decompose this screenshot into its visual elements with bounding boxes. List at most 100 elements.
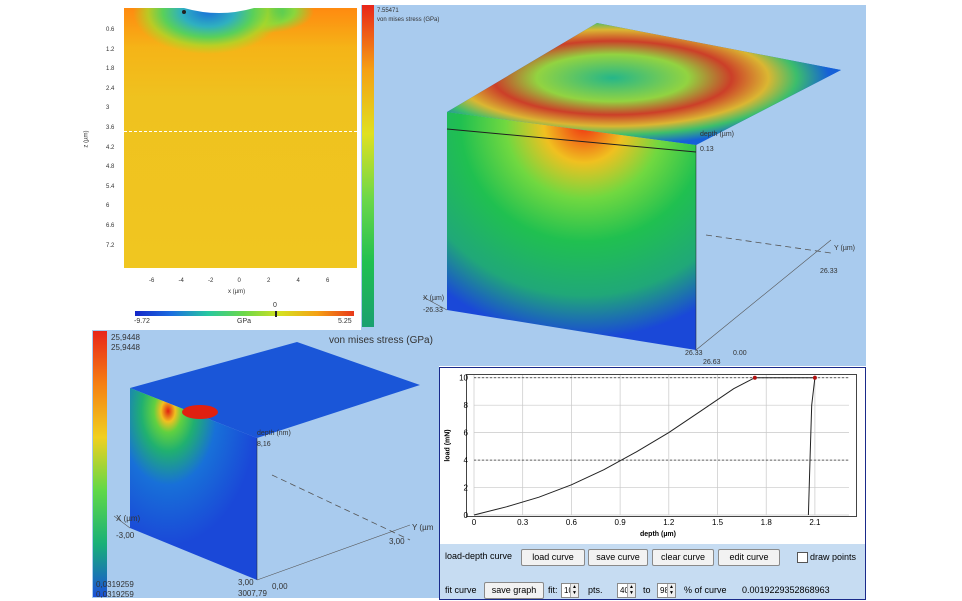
x-tick-label: 6 <box>326 278 330 284</box>
vertical-colorbar <box>362 5 374 327</box>
x-tick-label: 4 <box>296 278 300 284</box>
max-value-label: 7.55471 <box>377 8 399 14</box>
stepper-arrows-icon[interactable]: ▲ ▼ <box>667 584 675 597</box>
z-tick-label: 3.6 <box>106 125 115 131</box>
fit-text: fit: <box>548 585 558 595</box>
x-tick-label: 0.9 <box>615 518 627 527</box>
z-tick-label: 5.4 <box>106 183 115 190</box>
from-percent-value: 40 <box>620 586 629 595</box>
x-tick-label: 0 <box>472 518 477 527</box>
max-value-2: 25,9448 <box>111 343 140 352</box>
colorbar-max: 5.25 <box>338 318 352 325</box>
stepper-arrows-icon[interactable]: ▲ ▼ <box>627 584 635 597</box>
z-tick-label: 0.6 <box>106 27 115 33</box>
load-depth-series-line <box>473 377 816 516</box>
load-depth-plot-area <box>466 374 857 517</box>
depth-value-top: 0.13 <box>700 146 714 153</box>
curve-marker <box>812 375 817 380</box>
stress-3d-bottom-render <box>113 342 420 581</box>
fit-points-stepper[interactable]: 10 ▲ ▼ <box>561 583 579 598</box>
x-tick-label: -4 <box>178 278 184 284</box>
percent-of-curve-text: % of curve <box>684 585 727 595</box>
fit-points-value: 10 <box>564 586 573 595</box>
z-tick-label: 6.6 <box>106 223 115 229</box>
corner-b-bottom: 0,00 <box>272 582 288 591</box>
x-tick-label: -6 <box>149 278 155 284</box>
save-curve-button[interactable]: save curve <box>588 549 648 566</box>
load-depth-chart: 0 0.3 0.6 0.9 1.2 1.5 1.8 2.1 0 2 4 6 8 10 <box>459 374 849 527</box>
x-tick-label: 0 <box>237 278 241 284</box>
to-text: to <box>643 585 651 595</box>
interface-line <box>124 131 357 132</box>
stress-title-top: von mises stress (GPa) <box>377 17 440 23</box>
load-depth-curve-label: load-depth curve <box>445 551 513 561</box>
x-tick-label: 0.6 <box>566 518 578 527</box>
x-tick-label: -2 <box>208 278 214 284</box>
y-axis-label-bottom: Y (µm <box>412 523 434 532</box>
depth-label-top: depth (µm) <box>700 131 734 138</box>
max-value-1: 25,9448 <box>111 333 140 342</box>
corner-b-top: 0.00 <box>733 350 747 357</box>
colorbar-marker-label: 0 <box>273 302 277 309</box>
clear-curve-button[interactable]: clear curve <box>652 549 714 566</box>
x-tick-label: 2.1 <box>809 518 821 527</box>
y-axis-value-top: 26.33 <box>820 268 838 275</box>
to-percent-value: 98 <box>660 586 669 595</box>
colorbar-min: -9.72 <box>134 318 150 325</box>
curve-marker <box>752 375 757 380</box>
z-tick-label: 3 <box>106 105 110 112</box>
corner-c-top: 26.63 <box>703 359 721 366</box>
y-tick-label: 8 <box>464 401 469 410</box>
x-tick-label: 1.5 <box>712 518 724 527</box>
y-tick-label: 10 <box>459 374 468 383</box>
fit-curve-label: fit curve <box>445 585 477 595</box>
x-tick-label: 1.2 <box>663 518 675 527</box>
pts-text: pts. <box>588 585 603 595</box>
x-axis-label-top: X (µm) <box>423 295 445 302</box>
save-graph-button[interactable]: save graph <box>484 582 544 599</box>
draw-points-label: draw points <box>810 552 857 562</box>
y-axis-label-top: Y (µm) <box>834 245 856 252</box>
x-tick-label: 2 <box>267 278 271 284</box>
z-tick-label: 4.8 <box>106 164 115 171</box>
y-axis-value-bottom: 3,00 <box>389 537 405 546</box>
depth-label-bottom: depth (nm) <box>257 430 291 437</box>
x-axis-value-top: -26.33 <box>423 307 443 314</box>
y-tick-label: 2 <box>464 484 469 493</box>
z-axis-label: z (µm) <box>83 130 90 148</box>
vertical-colorbar-bottom <box>93 331 107 597</box>
load-curve-button[interactable]: load curve <box>521 549 585 566</box>
colorbar-marker <box>275 311 277 317</box>
x-axis-value-bottom: -3,00 <box>116 531 135 540</box>
x-tick-label: 0.3 <box>517 518 529 527</box>
y-tick-label: 6 <box>464 429 469 438</box>
colorbar-unit: GPa <box>237 318 252 325</box>
z-tick-label: 7.2 <box>106 242 115 249</box>
to-percent-stepper[interactable]: 98 ▲ ▼ <box>657 583 676 598</box>
min-value-2: 0,0319259 <box>96 590 134 599</box>
surface-notch <box>124 8 357 14</box>
fit-result-value: 0.0019229352868963 <box>742 585 830 595</box>
contour-2d-plot <box>124 8 357 268</box>
z-tick-label: 2.4 <box>106 85 115 92</box>
depth-value-bottom: 8,16 <box>257 441 271 448</box>
y-axis-label-ld: load (mN) <box>444 429 452 462</box>
z-tick-label: 1.8 <box>106 66 115 73</box>
corner-c-bottom: 3007,79 <box>238 589 267 598</box>
x-axis-label-bottom: X (µm) <box>116 514 141 523</box>
draw-points-checkbox[interactable] <box>797 552 808 563</box>
z-tick-label: 4.2 <box>106 144 115 151</box>
z-tick-label: 6 <box>106 203 110 210</box>
corner-a-bottom: 3,00 <box>238 578 254 587</box>
y-tick-label: 0 <box>464 511 469 520</box>
z-tick-label: 1.2 <box>106 46 115 53</box>
colorbar-2d <box>135 311 354 316</box>
from-percent-stepper[interactable]: 40 ▲ ▼ <box>617 583 636 598</box>
edit-curve-button[interactable]: edit curve <box>718 549 780 566</box>
y-tick-label: 4 <box>464 456 469 465</box>
stepper-arrows-icon[interactable]: ▲ ▼ <box>570 584 578 597</box>
corner-a-top: 26.33 <box>685 350 703 357</box>
x-axis-label-ld: depth (µm) <box>640 531 676 538</box>
min-value-1: 0,0319259 <box>96 580 134 589</box>
stress-title-bottom: von mises stress (GPa) <box>329 335 433 346</box>
